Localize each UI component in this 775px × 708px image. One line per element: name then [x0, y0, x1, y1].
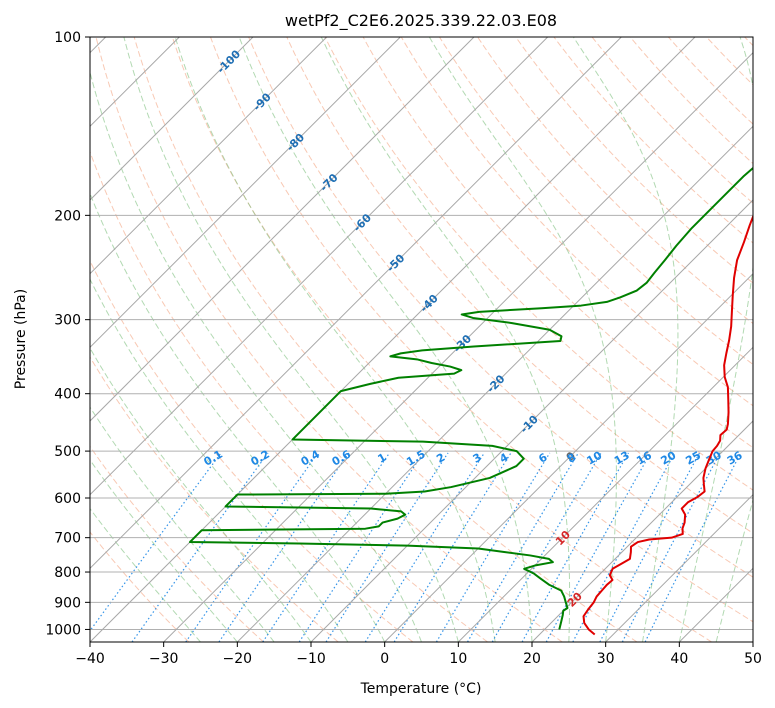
isotherm-line — [384, 272, 753, 642]
mixing-ratio-line — [393, 452, 512, 642]
moist-adiabat-line — [90, 278, 349, 642]
y-tick-label: 300 — [54, 313, 81, 329]
moist-adiabat-line — [123, 37, 459, 642]
isotherm-line — [90, 37, 622, 570]
y-tick-label: 400 — [54, 387, 81, 403]
moist-adiabat-line — [90, 406, 275, 642]
x-tick-label: 10 — [449, 651, 467, 667]
x-axis-label: Temperature (°C) — [360, 681, 482, 697]
mixing-ratio-line — [521, 452, 629, 642]
moist-adiabat-line — [90, 507, 201, 642]
mixing-ratio-line — [364, 452, 485, 642]
moist-adiabat-line — [572, 37, 679, 642]
y-tick-label: 100 — [54, 30, 81, 46]
y-axis-label: Pressure (hPa) — [13, 289, 29, 389]
moist-adiabat-line — [90, 70, 422, 642]
dry-adiabat-line — [210, 37, 753, 623]
dry-adiabat-line — [515, 37, 753, 284]
moist-adiabat-line — [90, 459, 238, 642]
plot-frame — [89, 36, 754, 643]
dry-adiabat-line — [248, 37, 753, 578]
dry-adiabat-line — [439, 37, 753, 366]
mixing-ratio-labels: 0.1 0.2 0.4 0.6 1 1.5 2 3 4 6 8 10 13 16 20 25 30 36 — [201, 447, 744, 468]
mixing-ratio-line — [90, 452, 222, 632]
x-tick-label: 50 — [744, 651, 762, 667]
y-axis: 100 200 300 400 500 600 700 800 900 1000 — [45, 30, 90, 638]
x-axis: −40 −30 −20 −10 0 10 20 30 40 50 — [75, 642, 762, 667]
moist-adiabats — [90, 37, 753, 642]
mixing-ratio-line — [185, 452, 319, 642]
isotherm-line — [605, 493, 753, 642]
x-tick-label: −20 — [223, 651, 253, 667]
mixing-ratio-line — [466, 452, 579, 642]
dry-adiabat-line — [553, 37, 753, 244]
isotherm-line — [236, 125, 753, 642]
mixing-ratio-line — [131, 452, 269, 642]
x-tick-label: 0 — [380, 651, 389, 667]
isotherm-label: 30 — [589, 639, 609, 659]
moist-adiabat-line — [90, 192, 386, 642]
x-tick-label: −40 — [75, 651, 105, 667]
mixing-ratio-line — [491, 452, 602, 642]
isotherm-line — [90, 37, 475, 422]
isobar-gridlines — [90, 37, 753, 630]
x-tick-label: 30 — [597, 651, 615, 667]
x-tick-label: 20 — [523, 651, 541, 667]
dry-adiabat-line — [400, 37, 753, 407]
x-tick-label: −10 — [296, 651, 326, 667]
dry-adiabat-line — [477, 37, 753, 325]
y-tick-label: 600 — [54, 491, 81, 507]
isotherm-line — [163, 51, 753, 642]
mixing-ratio-line — [435, 452, 551, 642]
x-tick-label: 40 — [670, 651, 688, 667]
dry-adiabat-line — [629, 37, 753, 165]
moist-adiabat-line — [90, 347, 312, 642]
moist-adiabat-line — [238, 37, 533, 642]
isotherm-line — [90, 37, 549, 496]
y-tick-label: 900 — [54, 595, 81, 611]
moist-adiabat-line — [320, 37, 571, 642]
profile-series — [188, 166, 753, 636]
dry-adiabat-line — [90, 150, 488, 642]
dewpoint-profile-line — [188, 166, 753, 630]
dry-adiabat-line — [90, 531, 190, 642]
isotherm-line — [90, 37, 254, 201]
y-tick-label: 1000 — [45, 622, 81, 638]
temperature-profile-line — [582, 213, 753, 636]
isotherm-line — [90, 37, 401, 349]
dry-adiabats — [90, 37, 753, 642]
isotherm-line — [531, 420, 753, 642]
y-tick-label: 200 — [54, 208, 81, 224]
mixing-ratio-line — [325, 452, 449, 642]
y-tick-label: 800 — [54, 565, 81, 581]
x-tick-label: −30 — [149, 651, 179, 667]
mixing-ratio-line — [298, 452, 424, 642]
moist-adiabat-line — [428, 37, 617, 642]
mixing-ratio-line — [262, 452, 390, 642]
dry-adiabat-line — [133, 37, 638, 642]
y-tick-label: 500 — [54, 444, 81, 460]
isotherm-line — [457, 346, 753, 642]
moist-adiabat-line — [678, 37, 753, 642]
mixing-ratio-line — [644, 452, 742, 642]
y-tick-label: 700 — [54, 531, 81, 547]
chart-title: wetPf2_C2E6.2025.339.22.03.E08 — [285, 11, 557, 31]
dry-adiabat-line — [591, 37, 753, 204]
dry-adiabat-line — [95, 37, 563, 642]
isotherm-line — [90, 37, 328, 275]
dry-adiabat-line — [286, 37, 753, 534]
dry-adiabat-line — [90, 259, 414, 642]
isotherm-line — [310, 199, 753, 642]
